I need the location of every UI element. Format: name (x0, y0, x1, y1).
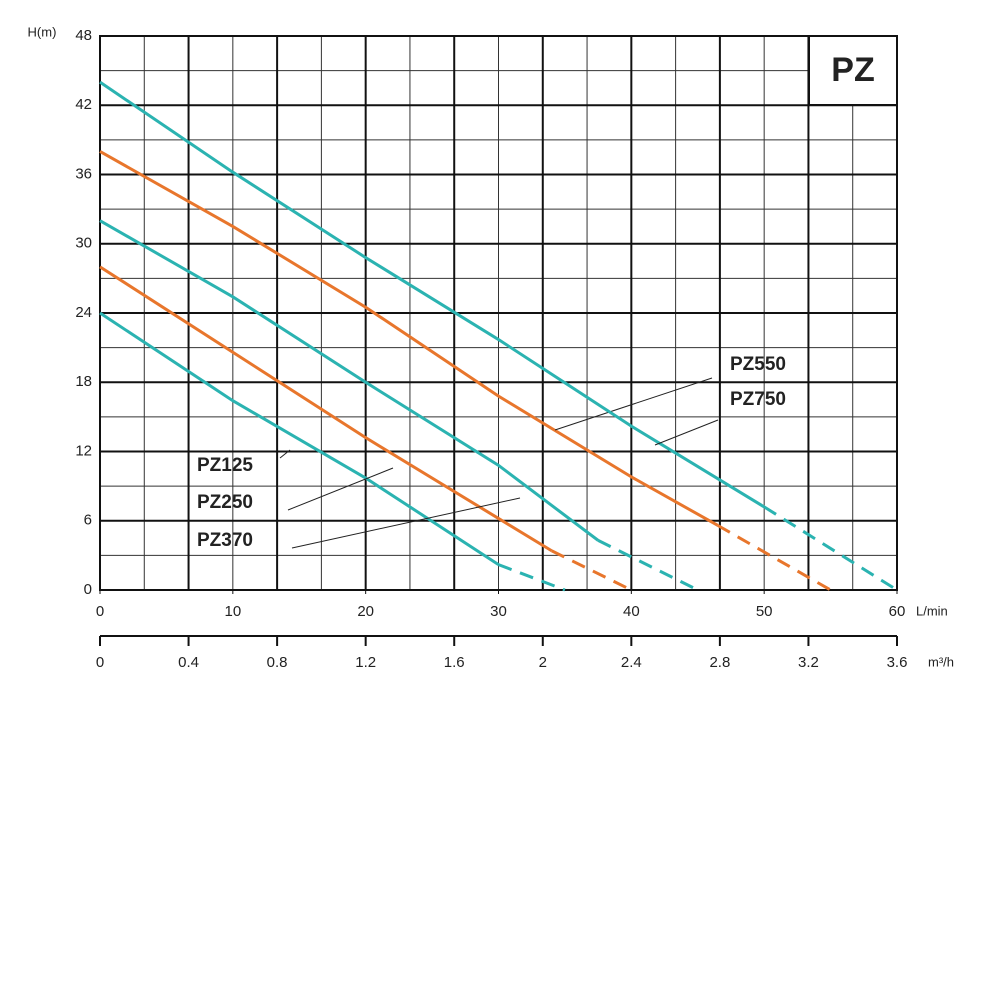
curve-extension (597, 539, 699, 592)
curve-extension (716, 524, 832, 592)
x2-axis-label: m³/h (928, 654, 954, 669)
x2-tick-label: 2 (539, 654, 547, 671)
x-axis-label: L/min (916, 603, 948, 618)
curve-label: PZ550 (730, 354, 786, 375)
x2-tick-label: 3.6 (887, 654, 908, 671)
curve-label: PZ750 (730, 389, 786, 410)
curve-extension (763, 505, 898, 592)
y-tick-label: 42 (75, 96, 92, 113)
x-tick-label: 60 (889, 603, 906, 620)
leader-line (279, 449, 291, 459)
leader-line (654, 419, 719, 446)
y-tick-label: 0 (84, 581, 92, 598)
x2-tick-label: 2.8 (709, 654, 730, 671)
y-tick-label: 6 (84, 512, 92, 529)
y-tick-label: 24 (75, 304, 92, 321)
x2-tick-label: 2.4 (621, 654, 642, 671)
x2-tick-label: 0.4 (178, 654, 199, 671)
leader-line (291, 497, 521, 549)
x2-tick-label: 1.6 (444, 654, 465, 671)
y-tick-label: 48 (75, 27, 92, 44)
curve-label: PZ370 (197, 530, 253, 551)
y-tick-label: 12 (75, 442, 92, 459)
x-tick-label: 10 (224, 603, 241, 620)
x-tick-label: 20 (357, 603, 374, 620)
x2-tick-label: 0.8 (267, 654, 288, 671)
x-tick-label: 0 (96, 603, 104, 620)
leader-line (554, 377, 713, 431)
chart-title: PZ (831, 51, 874, 89)
curve (99, 150, 719, 527)
y-tick-label: 18 (75, 373, 92, 390)
y-tick-label: 36 (75, 165, 92, 182)
curve (99, 80, 765, 509)
leader-line (287, 467, 394, 511)
curve-extension (550, 549, 632, 592)
curve-label: PZ250 (197, 492, 253, 513)
x2-tick-label: 0 (96, 654, 104, 671)
x-tick-label: 40 (623, 603, 640, 620)
title-box (808, 35, 898, 106)
curve (99, 219, 600, 542)
x2-tick-label: 3.2 (798, 654, 819, 671)
x-tick-label: 30 (490, 603, 507, 620)
y-tick-label: 30 (75, 235, 92, 252)
curve (99, 265, 553, 553)
curve-label: PZ125 (197, 455, 253, 476)
y-axis-label: H(m) (28, 24, 57, 39)
x-tick-label: 50 (756, 603, 773, 620)
curve-extension (497, 563, 566, 592)
x2-tick-label: 1.2 (355, 654, 376, 671)
curve (99, 311, 500, 566)
